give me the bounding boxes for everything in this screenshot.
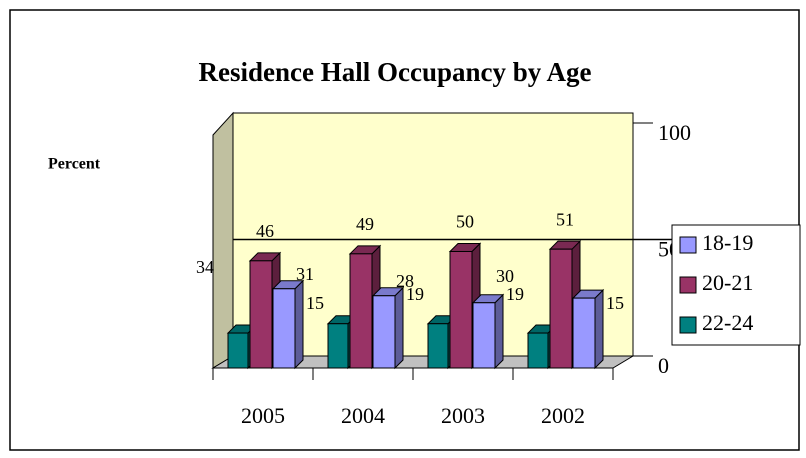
data-label: 15 xyxy=(606,293,624,313)
data-label: 28 xyxy=(396,271,414,291)
bar xyxy=(571,288,605,370)
bar-front xyxy=(472,302,496,369)
x-tick-label: 2002 xyxy=(541,403,585,428)
y-tick-label: 0 xyxy=(658,353,669,378)
bar-front xyxy=(527,332,549,369)
data-label: 50 xyxy=(456,212,474,232)
legend-label: 22-24 xyxy=(702,310,753,335)
data-label: 51 xyxy=(556,209,574,229)
data-label: 31 xyxy=(296,264,314,284)
bar-front xyxy=(449,251,473,369)
x-tick-label: 2003 xyxy=(441,403,485,428)
bar-side xyxy=(394,286,404,370)
legend-label: 18-19 xyxy=(702,230,753,255)
bar-front xyxy=(372,295,396,369)
chart-title: Residence Hall Occupancy by Age xyxy=(199,57,592,87)
bar-front xyxy=(227,332,249,369)
bar-front xyxy=(272,288,296,369)
data-label: 15 xyxy=(306,293,324,313)
bar xyxy=(471,293,505,370)
legend-swatch xyxy=(679,236,697,254)
bar xyxy=(271,279,305,370)
data-label: 46 xyxy=(256,221,274,241)
bar-side xyxy=(294,279,304,370)
data-label: 19 xyxy=(506,284,524,304)
bar-front xyxy=(427,323,449,369)
bar xyxy=(371,286,405,370)
data-label: 49 xyxy=(356,214,374,234)
bar-front xyxy=(572,297,596,369)
data-label: 30 xyxy=(496,266,514,286)
data-label: 34 xyxy=(196,257,214,277)
legend-swatch xyxy=(679,316,697,334)
side-wall xyxy=(212,111,234,369)
data-label: 19 xyxy=(406,284,424,304)
y-tick-label: 100 xyxy=(658,120,691,145)
y-axis-label: Percent xyxy=(48,156,101,173)
x-tick-label: 2005 xyxy=(241,403,285,428)
bar-front xyxy=(327,323,349,369)
legend-label: 20-21 xyxy=(702,270,753,295)
bar-front xyxy=(549,248,573,369)
bar-side xyxy=(494,293,504,370)
bar-front xyxy=(349,253,373,369)
x-tick-label: 2004 xyxy=(341,403,385,428)
bar-side xyxy=(594,288,604,370)
bar-front xyxy=(249,260,273,369)
legend-swatch xyxy=(679,276,697,294)
legend: 18-19 20-21 22-24 xyxy=(671,224,801,346)
